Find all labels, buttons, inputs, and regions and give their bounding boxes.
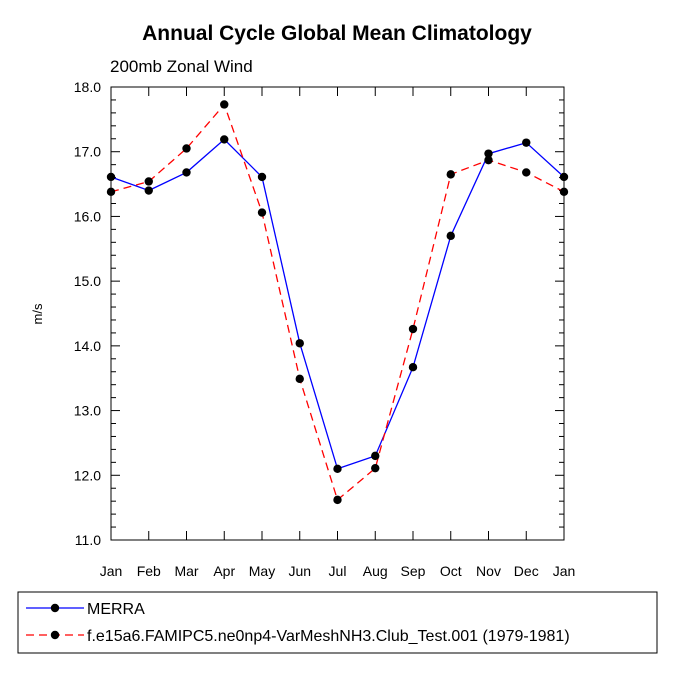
data-point-series-2 xyxy=(182,144,191,153)
x-tick-label: Nov xyxy=(476,563,501,579)
data-point-series-1 xyxy=(484,149,493,158)
x-tick-label: Jun xyxy=(288,563,311,579)
data-point-series-2 xyxy=(333,495,342,505)
x-tick-label: Sep xyxy=(401,563,426,579)
series-line-2 xyxy=(110,103,565,502)
data-point-series-1 xyxy=(144,186,153,195)
series-points xyxy=(106,100,569,505)
data-point-series-2 xyxy=(408,324,418,334)
x-tick-label: Mar xyxy=(174,563,198,579)
legend-marker-2 xyxy=(50,630,60,640)
y-tick-label: 18.0 xyxy=(74,79,101,95)
data-point-series-2 xyxy=(257,208,267,217)
series-lines xyxy=(110,103,565,502)
legend-box xyxy=(17,591,658,654)
data-point-series-1 xyxy=(220,135,229,144)
y-tick-label: 17.0 xyxy=(74,144,101,160)
y-tick-label: 15.0 xyxy=(74,273,101,289)
data-point-series-1 xyxy=(295,339,304,348)
chart-subtitle: 200mb Zonal Wind xyxy=(110,57,253,76)
data-point-series-2 xyxy=(484,155,493,165)
y-tick-label: 12.0 xyxy=(74,467,101,483)
x-tick-label: Feb xyxy=(137,563,161,579)
legend-label-2: f.e15a6.FAMIPC5.ne0np4-VarMeshNH3.Club_T… xyxy=(87,628,570,645)
y-tick-label: 13.0 xyxy=(74,403,101,419)
y-tick-label: 14.0 xyxy=(74,338,101,354)
data-point-series-2 xyxy=(371,463,380,473)
y-tick-label: 16.0 xyxy=(74,208,101,224)
axis-ticks xyxy=(110,86,565,541)
y-axis-label: m/s xyxy=(30,303,45,324)
x-tick-labels: Jan Feb Mar Apr May Jun Jul Aug Sep Oct Nov Dec Jan xyxy=(100,563,576,579)
x-tick-label: Dec xyxy=(514,563,539,579)
x-tick-label: Jan xyxy=(553,563,576,579)
data-point-series-1 xyxy=(371,451,380,461)
data-point-series-2 xyxy=(144,177,153,186)
legend-label-1: MERRA xyxy=(87,601,145,618)
x-tick-label: May xyxy=(249,563,275,579)
y-tick-label: 11.0 xyxy=(75,532,101,548)
data-point-series-1 xyxy=(182,168,191,177)
x-tick-label: Apr xyxy=(213,563,235,579)
data-point-series-2 xyxy=(522,168,531,177)
x-tick-label: Oct xyxy=(440,563,462,579)
x-tick-label: Jan xyxy=(100,563,123,579)
legend-marker-1 xyxy=(50,603,60,613)
series-line-1 xyxy=(110,138,565,470)
data-point-series-2 xyxy=(295,374,304,384)
data-point-series-2 xyxy=(559,187,569,197)
data-point-series-1 xyxy=(408,363,418,372)
chart-title: Annual Cycle Global Mean Climatology xyxy=(142,22,532,45)
data-point-series-1 xyxy=(559,172,569,182)
data-point-series-1 xyxy=(522,138,531,147)
x-tick-label: Aug xyxy=(363,563,388,579)
y-tick-labels: 11.0 12.0 13.0 14.0 15.0 16.0 17.0 18.0 xyxy=(74,79,101,548)
x-tick-label: Jul xyxy=(329,563,347,579)
data-point-series-1 xyxy=(446,231,455,241)
legend: MERRA f.e15a6.FAMIPC5.ne0np4-VarMeshNH3.C… xyxy=(26,601,570,645)
data-point-series-2 xyxy=(446,170,455,179)
data-point-series-1 xyxy=(333,464,342,474)
data-point-series-1 xyxy=(106,172,116,182)
data-point-series-2 xyxy=(106,187,116,197)
data-point-series-2 xyxy=(220,100,229,109)
data-point-series-1 xyxy=(257,172,267,182)
